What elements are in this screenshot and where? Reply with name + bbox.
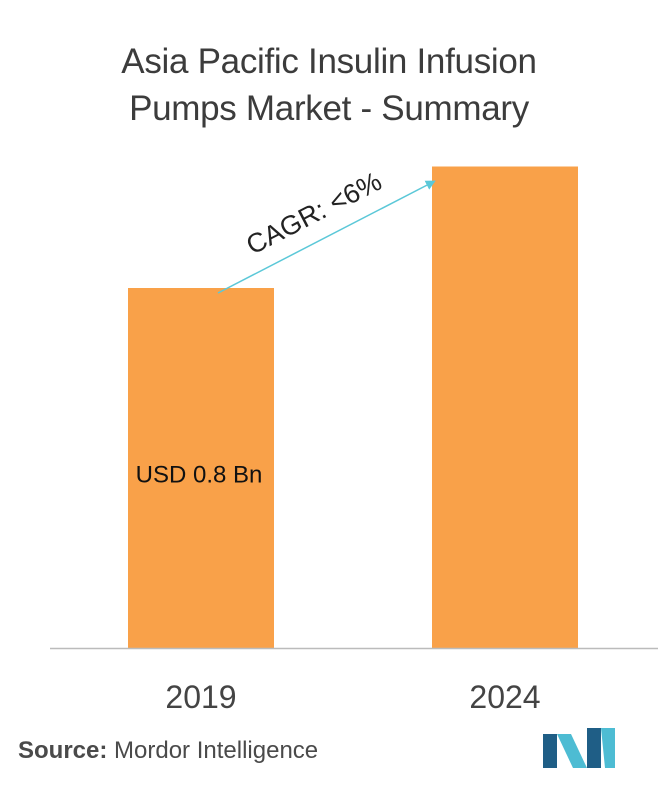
cagr-annotation: CAGR: <6% <box>241 166 386 260</box>
source-note: Source: Mordor Intelligence <box>18 737 318 765</box>
source-label: Source: <box>18 737 108 764</box>
x-tick-label-2024: 2024 <box>469 679 540 715</box>
bar-2019 <box>128 288 274 648</box>
x-tick-label-2019: 2019 <box>165 679 236 715</box>
chart-title-line-1: Asia Pacific Insulin Infusion <box>121 42 537 81</box>
cagr-arrow <box>217 180 436 294</box>
mordor-intelligence-logo-icon <box>543 728 615 768</box>
chart-title-line-2: Pumps Market - Summary <box>129 89 529 128</box>
source-name: Mordor Intelligence <box>114 737 319 764</box>
data-label-2019: USD 0.8 Bn <box>136 461 263 488</box>
bar-2024 <box>432 166 578 648</box>
chart-title: Asia Pacific Insulin Infusion Pumps Mark… <box>0 38 658 132</box>
